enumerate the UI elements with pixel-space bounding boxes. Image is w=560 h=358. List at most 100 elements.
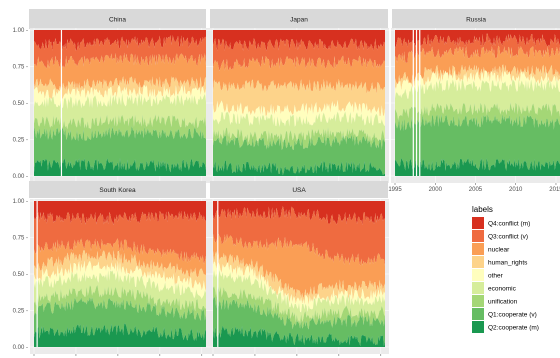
band-other [213, 99, 385, 128]
facet-strip-label: USA [292, 187, 306, 194]
legend-label-q2-cooperate-m: Q2:cooperate (m) [488, 325, 539, 332]
band-q1-cooperate-v [34, 296, 206, 341]
y-tick-label: 0.50 - [13, 272, 28, 278]
band-economic [34, 270, 206, 312]
facet-strip-label: Japan [290, 17, 308, 24]
y-tick-label: 0.75 - [13, 65, 28, 71]
y-tick-label: 0.25 - [13, 309, 28, 315]
facet-china: China 0.00 - 0.25 - 0.50 - 0.75 - 1.00 - [13, 9, 210, 183]
band-unification [34, 285, 206, 321]
facet-japan: Japan [209, 9, 389, 183]
band-unification [213, 286, 385, 330]
band-q2-cooperate-m [213, 325, 385, 347]
facet-strip [210, 181, 388, 198]
legend-label-unification: unification [488, 299, 518, 306]
legend-title: labels [472, 205, 493, 214]
band-nuclear [213, 233, 385, 299]
legend-swatch-economic [472, 282, 484, 294]
band-nuclear [213, 55, 385, 95]
facet-south-korea: South Korea 0.00 - 0.25 - 0.50 - 0.75 - 1.00 … [13, 181, 210, 356]
legend-swatch-q3-conflict-v [472, 230, 484, 242]
x-tick-label: 2000 [429, 187, 443, 193]
legend-swatch-other [472, 269, 484, 281]
band-human-rights [213, 250, 385, 306]
band-human-rights [213, 78, 385, 117]
band-unification [395, 102, 560, 131]
band-economic [34, 93, 206, 130]
legend-label-q1-cooperate-v: Q1:cooperate (v) [488, 312, 537, 319]
facet-strip-label: South Korea [99, 187, 136, 194]
y-tick-label: 0.25 - [13, 138, 28, 144]
band-q1-cooperate-v [34, 125, 206, 173]
y-tick-label: 1.00 - [13, 28, 28, 34]
legend: labels Q4:conflict (m) Q3:conflict (v) nucl… [472, 205, 539, 333]
stacked-bands [34, 30, 206, 176]
data-gap [217, 201, 219, 347]
band-q3-conflict-v [213, 38, 385, 72]
facet-strip-label: Russia [466, 17, 486, 24]
facet-russia: Russia 1995 2000 2005 2010 2015 [388, 9, 560, 193]
band-q4-conflict-m [34, 201, 206, 226]
legend-swatch-q1-cooperate-v [472, 308, 484, 320]
band-nuclear [34, 52, 206, 91]
legend-swatch-nuclear [472, 243, 484, 255]
legend-swatch-q2-cooperate-m [472, 321, 484, 333]
x-tick-label: 1995 [388, 187, 402, 193]
band-q3-conflict-v [34, 211, 206, 265]
facet-strip [29, 181, 206, 198]
legend-label-human-rights: human_rights [488, 260, 528, 267]
band-unification [34, 114, 206, 142]
x-tick-label: 2010 [509, 187, 523, 193]
band-other [213, 261, 385, 313]
band-q4-conflict-m [34, 30, 206, 52]
band-q2-cooperate-m [213, 160, 385, 176]
band-economic [395, 78, 560, 121]
legend-swatch-q4-conflict-m [472, 217, 484, 229]
band-q2-cooperate-m [395, 157, 560, 176]
facet-usa: USA19952000200520102015 [209, 181, 389, 356]
data-gap [415, 30, 418, 176]
band-q4-conflict-m [213, 201, 385, 226]
data-gap [60, 30, 63, 176]
band-q1-cooperate-v [395, 114, 560, 171]
band-q1-cooperate-v [213, 134, 385, 176]
legend-label-q3-conflict-v: Q3:conflict (v) [488, 234, 528, 241]
band-economic [213, 270, 385, 324]
facet-strip-label: China [109, 17, 126, 24]
facet-strip [210, 9, 388, 29]
band-q1-cooperate-v [213, 296, 385, 347]
y-tick-label: 0.75 - [13, 236, 28, 242]
band-q2-cooperate-m [34, 323, 206, 347]
band-unification [213, 126, 385, 151]
y-tick-label: 0.50 - [13, 101, 28, 107]
band-q3-conflict-v [34, 35, 206, 69]
x-tick-label: 2015 [549, 187, 560, 193]
facet-strip [29, 9, 206, 29]
x-tick-label: 2005 [469, 187, 483, 193]
band-q2-cooperate-m [34, 158, 206, 176]
y-tick-label: 0.00 - [13, 345, 28, 351]
data-gap [412, 30, 414, 176]
legend-label-other: other [488, 273, 504, 280]
legend-label-economic: economic [488, 286, 517, 293]
legend-label-nuclear: nuclear [488, 247, 510, 254]
band-q3-conflict-v [395, 33, 560, 63]
stacked-bands [34, 201, 206, 347]
legend-label-q4-conflict-m: Q4:conflict (m) [488, 221, 530, 228]
band-q3-conflict-v [213, 206, 385, 266]
band-q4-conflict-m [395, 30, 560, 48]
stacked-bands [213, 201, 385, 347]
band-economic [213, 111, 385, 143]
band-human-rights [34, 250, 206, 292]
band-human-rights [395, 64, 560, 91]
data-gap [419, 30, 421, 176]
band-nuclear [34, 238, 206, 278]
band-human-rights [34, 76, 206, 100]
legend-swatch-unification [472, 295, 484, 307]
data-gap [36, 201, 38, 347]
band-q4-conflict-m [213, 30, 385, 52]
facet-panels: China 0.00 - 0.25 - 0.50 - 0.75 - 1.00 - Japan… [13, 9, 560, 356]
band-other [34, 260, 206, 299]
band-nuclear [395, 45, 560, 84]
